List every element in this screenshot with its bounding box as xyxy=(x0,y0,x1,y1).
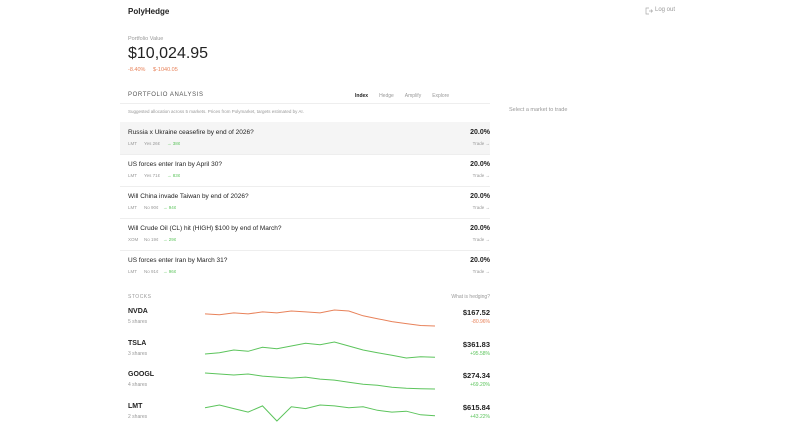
stock-shares: 2 shares xyxy=(128,413,148,420)
trade-link[interactable]: Trade → xyxy=(472,173,490,178)
market-row[interactable]: US forces enter Iran by April 30? LMT Yes … xyxy=(120,154,490,186)
sparkline-path xyxy=(204,372,436,390)
weight: 20.0% xyxy=(470,257,490,264)
stock-price: $361.83 xyxy=(462,339,490,349)
market-row[interactable]: Will China invade Taiwan by end of 2026?… xyxy=(120,186,490,218)
sparkline xyxy=(204,403,436,422)
divider xyxy=(120,186,490,187)
help-link[interactable]: What is hedging? xyxy=(451,294,490,300)
stock-change: -80.96% xyxy=(471,319,490,325)
tab[interactable]: Hedge xyxy=(379,93,394,99)
side-price: Yes 71¢ xyxy=(144,173,161,178)
stock-ticker: NVDA xyxy=(128,308,148,315)
target-price: → 29¢ xyxy=(163,237,177,242)
sparkline-path xyxy=(204,309,436,327)
change-pct: -8.40% xyxy=(128,67,146,73)
portfolio-label: Portfolio Value xyxy=(128,36,164,42)
stock-ticker: TSLA xyxy=(128,339,147,347)
portfolio-value: $10,024.95 xyxy=(128,45,209,62)
side-price: Yes 26¢ xyxy=(144,141,161,146)
side-price: No 90¢ xyxy=(144,205,159,210)
sparkline xyxy=(204,372,436,390)
trade-link[interactable]: Trade → xyxy=(472,205,490,210)
side-placeholder: Select a market to trade xyxy=(509,107,568,113)
tab[interactable]: Index xyxy=(355,93,369,99)
divider xyxy=(120,250,490,251)
trade-link[interactable]: Trade → xyxy=(472,141,490,146)
divider xyxy=(120,154,490,155)
market-row[interactable]: Russia x Ukraine ceasefire by end of 202… xyxy=(120,122,490,154)
divider xyxy=(120,218,490,219)
ticker: LMT xyxy=(128,141,137,146)
stock-change: +69.20% xyxy=(470,382,490,388)
stock-price: $274.34 xyxy=(462,371,490,380)
tab[interactable]: Explore xyxy=(432,93,450,99)
weight: 20.0% xyxy=(470,129,490,136)
stock-price: $615.84 xyxy=(462,402,490,412)
logout-icon[interactable] xyxy=(645,7,653,15)
weight: 20.0% xyxy=(470,225,490,232)
ticker: LMT xyxy=(128,269,137,274)
tab[interactable]: Amplify xyxy=(404,93,422,99)
market-row[interactable]: Will Crude Oil (CL) hit (HIGH) $100 by e… xyxy=(120,218,490,250)
brand: PolyHedge xyxy=(128,7,170,16)
target-price: → 94¢ xyxy=(163,205,177,210)
stock-shares: 3 shares xyxy=(128,350,148,357)
stock-shares: 4 shares xyxy=(128,382,148,388)
change-abs: $-1040.05 xyxy=(153,67,178,73)
note: Suggested allocation across 5 markets. P… xyxy=(128,109,304,114)
stock-shares: 5 shares xyxy=(128,319,148,325)
sparkline-path xyxy=(204,340,436,359)
stock-ticker: GOOGL xyxy=(128,371,155,378)
side-price: No 91¢ xyxy=(144,269,159,274)
stock-price: $167.52 xyxy=(462,308,490,317)
sparkline xyxy=(204,309,436,327)
ticker: XOM xyxy=(128,237,139,242)
trade-link[interactable]: Trade → xyxy=(472,269,490,274)
stock-change: +43.22% xyxy=(470,413,490,420)
market-title: Will Crude Oil (CL) hit (HIGH) $100 by e… xyxy=(128,225,282,232)
ticker: LMT xyxy=(128,205,137,210)
market-title: Russia x Ukraine ceasefire by end of 202… xyxy=(128,129,254,136)
trade-link[interactable]: Trade → xyxy=(472,237,490,242)
tabs: Index Hedge Amplify Explore xyxy=(355,93,449,99)
target-price: → 83¢ xyxy=(167,173,181,178)
stock-change: +95.58% xyxy=(470,350,490,357)
market-row[interactable]: US forces enter Iran by March 31? LMT No 9… xyxy=(120,250,490,282)
ticker: LMT xyxy=(128,173,137,178)
section-title: PORTFOLIO ANALYSIS xyxy=(128,92,204,98)
logout[interactable]: Log out xyxy=(655,7,676,13)
market-title: US forces enter Iran by April 30? xyxy=(128,161,222,168)
target-price: → 96¢ xyxy=(163,269,177,274)
market-title: Will China invade Taiwan by end of 2026? xyxy=(128,193,249,200)
target-price: → 38¢ xyxy=(167,141,181,146)
side-price: No 19¢ xyxy=(144,237,159,242)
market-title: US forces enter Iran by March 31? xyxy=(128,257,228,264)
sparkline-path xyxy=(204,403,436,422)
sparkline xyxy=(204,340,436,359)
stock-ticker: LMT xyxy=(128,402,143,410)
weight: 20.0% xyxy=(470,193,490,200)
divider xyxy=(120,103,490,104)
weight: 20.0% xyxy=(470,161,490,168)
stocks-title: STOCKS xyxy=(128,294,152,300)
